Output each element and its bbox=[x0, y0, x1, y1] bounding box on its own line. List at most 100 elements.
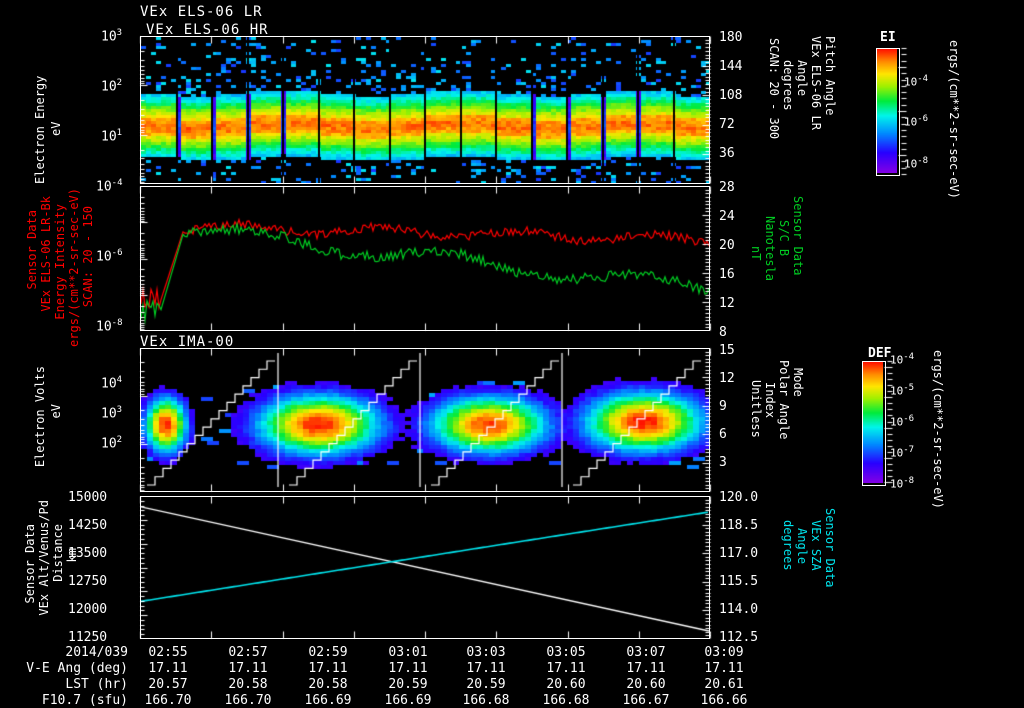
panel2-y2tick-4: 12 bbox=[719, 296, 735, 311]
table-cell-lst-3: 20.59 bbox=[388, 677, 428, 692]
panel3-y2tick-0: 15 bbox=[719, 343, 735, 358]
panel2-right-axis-l2: Nanotesla bbox=[763, 216, 777, 282]
panel3-y2tick-2: 9 bbox=[719, 399, 727, 414]
table-row-label-3: F10.7 (sfu) bbox=[41, 693, 128, 708]
panel4-plot bbox=[140, 496, 710, 639]
panel3-right-axis-l1: Polar Angle bbox=[777, 360, 791, 440]
panel3-left-axis-label: Electron Volts bbox=[32, 366, 48, 467]
panel1-colorbar-title: EI bbox=[880, 30, 896, 45]
panel3-cbtick-3: 10-7 bbox=[890, 445, 915, 460]
panel1-left-axis-label: Electron Energy bbox=[32, 44, 48, 184]
table-cell-time-2: 02:59 bbox=[308, 645, 348, 660]
panel3-left-axis-line2: eV bbox=[49, 404, 63, 419]
table-cell-f107-2: 166.69 bbox=[304, 693, 352, 708]
panel2-right-axis-l0: Sensor Data bbox=[791, 196, 805, 276]
panel1-ytick-1: 102 bbox=[101, 78, 123, 95]
table-cell-ve_ang-0: 17.11 bbox=[148, 661, 188, 676]
panel2-y2tick-3: 16 bbox=[719, 267, 735, 282]
panel4-ytick-4: 12000 bbox=[68, 602, 108, 617]
table-cell-ve_ang-2: 17.11 bbox=[308, 661, 348, 676]
table-cell-time-4: 03:03 bbox=[466, 645, 506, 660]
panel3-y2tick-4: 3 bbox=[719, 455, 727, 470]
panel1-cbtick-1: 10-6 bbox=[904, 114, 929, 129]
panel3-left-axis-unit: eV bbox=[48, 404, 64, 418]
panel2-right-axis-l3: nT bbox=[749, 246, 763, 261]
table-cell-time-5: 03:05 bbox=[546, 645, 586, 660]
panel1-left-axis-line1: Electron Energy bbox=[33, 75, 47, 184]
panel4-right-axis-l2: Angle bbox=[795, 528, 809, 565]
panel3-cbtick-4: 10-8 bbox=[890, 476, 915, 491]
panel2-plot bbox=[140, 186, 710, 331]
table-cell-ve_ang-5: 17.11 bbox=[546, 661, 586, 676]
panel1-y2tick-1: 144 bbox=[719, 59, 743, 74]
panel4-ytick-1: 14250 bbox=[68, 518, 108, 533]
panel4-right-axis-l0: Sensor Data bbox=[823, 508, 837, 588]
table-cell-lst-5: 20.60 bbox=[546, 677, 586, 692]
panel4-y2tick-4: 114.0 bbox=[719, 602, 759, 617]
panel3-right-axis-l3: Unitless bbox=[749, 380, 763, 438]
table-cell-ve_ang-3: 17.11 bbox=[388, 661, 428, 676]
table-cell-lst-0: 20.57 bbox=[148, 677, 188, 692]
panel1-title-lr: VEx ELS-06 LR bbox=[140, 4, 263, 20]
panel3-cbtick-1: 10-5 bbox=[890, 383, 915, 398]
panel1-plot bbox=[140, 36, 710, 184]
table-cell-f107-3: 166.69 bbox=[384, 693, 432, 708]
panel2-left-axis-l4: SCAN: 20 - 150 bbox=[81, 206, 95, 308]
panel2-ytick-0: 10-4 bbox=[96, 178, 123, 195]
panel2-ytick-1: 10-6 bbox=[96, 248, 123, 265]
table-cell-ve_ang-6: 17.11 bbox=[626, 661, 666, 676]
panel4-ytick-0: 15000 bbox=[68, 490, 108, 505]
panel2-y2tick-2: 20 bbox=[719, 238, 735, 253]
panel1-ytick-0: 103 bbox=[101, 28, 123, 45]
panel3-cbtick-0: 10-4 bbox=[890, 352, 915, 367]
panel3-y2tick-3: 6 bbox=[719, 427, 727, 442]
panel4-right-axis-l3: degrees bbox=[781, 520, 795, 571]
panel1-y2tick-3: 72 bbox=[719, 117, 735, 132]
panel1-colorbar-units: ergs/(cm**2-sr-sec-eV) bbox=[947, 40, 961, 199]
table-cell-ve_ang-4: 17.11 bbox=[466, 661, 506, 676]
panel1-right-axis-l1: VEx ELS-06 LR bbox=[809, 36, 823, 130]
panel2-y2tick-1: 24 bbox=[719, 209, 735, 224]
panel1-right-axis-l2: Angle bbox=[795, 60, 809, 97]
panel4-y2tick-0: 120.0 bbox=[719, 490, 759, 505]
panel3-colorbar bbox=[862, 361, 886, 486]
panel4-ytick-3: 12750 bbox=[68, 574, 108, 589]
table-cell-f107-6: 166.67 bbox=[622, 693, 670, 708]
panel4-y2tick-3: 115.5 bbox=[719, 574, 759, 589]
table-cell-lst-6: 20.60 bbox=[626, 677, 666, 692]
table-cell-lst-2: 20.58 bbox=[308, 677, 348, 692]
panel3-y2tick-1: 12 bbox=[719, 371, 735, 386]
table-row-label-0: 2014/039 bbox=[65, 645, 128, 660]
table-cell-time-7: 03:09 bbox=[704, 645, 744, 660]
table-cell-f107-0: 166.70 bbox=[144, 693, 192, 708]
table-cell-f107-1: 166.70 bbox=[224, 693, 272, 708]
panel4-right-axis-l1: VEx SZA bbox=[809, 520, 823, 571]
panel2-y2tick-5: 8 bbox=[719, 325, 727, 340]
panel4-y2tick-1: 118.5 bbox=[719, 518, 759, 533]
table-cell-lst-7: 20.61 bbox=[704, 677, 744, 692]
panel1-colorbar bbox=[876, 48, 900, 176]
table-cell-f107-5: 166.68 bbox=[542, 693, 590, 708]
table-cell-f107-4: 166.68 bbox=[462, 693, 510, 708]
table-cell-lst-1: 20.58 bbox=[228, 677, 268, 692]
table-row-label-2: LST (hr) bbox=[65, 677, 128, 692]
panel4-ytick-5: 11250 bbox=[68, 630, 108, 645]
panel3-colorbar-title: DEF bbox=[868, 346, 892, 361]
table-cell-time-3: 03:01 bbox=[388, 645, 428, 660]
panel1-left-axis-line2: eV bbox=[49, 121, 63, 136]
panel1-left-axis-unit: eV bbox=[48, 96, 64, 136]
panel4-y2tick-2: 117.0 bbox=[719, 546, 759, 561]
panel3-left-axis-line1: Electron Volts bbox=[33, 366, 47, 468]
panel2-right-axis-l1: S/C B bbox=[777, 220, 791, 257]
table-row-label-1: V-E Ang (deg) bbox=[26, 661, 128, 676]
panel3-right-axis-l2: Index bbox=[763, 382, 777, 419]
panel2-ytick-2: 10-8 bbox=[96, 318, 123, 335]
table-cell-lst-4: 20.59 bbox=[466, 677, 506, 692]
table-cell-time-0: 02:55 bbox=[148, 645, 188, 660]
panel1-y2tick-4: 36 bbox=[719, 146, 735, 161]
panel4-ytick-2: 13500 bbox=[68, 546, 108, 561]
table-cell-ve_ang-7: 17.11 bbox=[704, 661, 744, 676]
panel1-right-axis-l0: Pitch Angle bbox=[823, 36, 837, 116]
table-cell-ve_ang-1: 17.11 bbox=[228, 661, 268, 676]
